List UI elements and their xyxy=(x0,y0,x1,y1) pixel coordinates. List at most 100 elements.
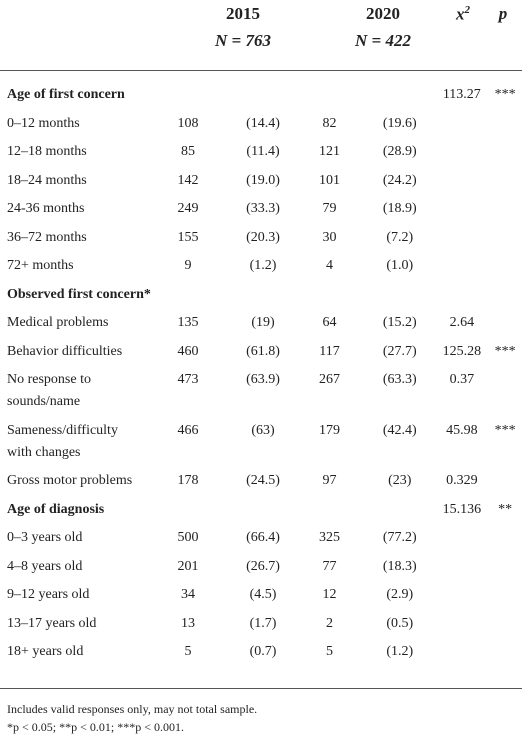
sample-size: N = 422 xyxy=(355,31,411,50)
rule xyxy=(0,688,522,689)
cell: 135 xyxy=(177,315,199,331)
row-label: 18+ years old xyxy=(7,644,84,660)
cell: (27.7) xyxy=(382,343,417,359)
p-value: ** xyxy=(498,501,513,517)
cell: 13 xyxy=(180,615,195,631)
cell: (19.0) xyxy=(246,172,280,188)
table-row: Age of first concern 113.27 *** xyxy=(0,81,522,110)
chi-base: x xyxy=(456,4,465,24)
cell: 473 xyxy=(177,372,199,388)
cell: 82 xyxy=(322,115,337,131)
cell: 30 xyxy=(322,229,337,245)
cell: (14.4) xyxy=(246,115,280,131)
cell: (0.7) xyxy=(249,644,277,660)
chi-sup: 2 xyxy=(464,4,471,16)
cell: 466 xyxy=(177,422,199,438)
row-label: Medical problems xyxy=(7,315,109,331)
cell: (63) xyxy=(251,422,275,438)
table-row: 0–12 months 108 (14.4) 82 (19.6) xyxy=(0,110,522,139)
row-label: 24-36 months xyxy=(7,201,85,217)
table-row: 72+ months 9 (1.2) 4 (1.0) xyxy=(0,252,522,281)
row-label: 4–8 years old xyxy=(7,558,83,574)
cell: (0.5) xyxy=(386,615,414,631)
cell: (20.3) xyxy=(246,229,280,245)
cell: (42.4) xyxy=(382,422,417,438)
cell: 460 xyxy=(177,343,199,359)
table-row: 4–8 years old 201 (26.7) 77 (18.3) xyxy=(0,553,522,582)
table-row: Age of diagnosis 15.136 ** xyxy=(0,496,522,525)
row-label: 0–12 months xyxy=(7,115,80,131)
cell: 12 xyxy=(322,587,337,603)
cell: 85 xyxy=(180,144,195,160)
table-row: Behavior difficulties 460 (61.8) 117 (27.7) 1… xyxy=(0,338,522,367)
cell: (66.4) xyxy=(246,530,280,546)
cell: (1.7) xyxy=(249,615,277,631)
cell: 325 xyxy=(318,530,340,546)
cell: 77 xyxy=(322,558,337,574)
table-body: Age of first concern 113.27 *** 0–12 months… xyxy=(0,81,522,667)
chi-square-header: x2 xyxy=(403,4,522,25)
cell: (2.9) xyxy=(386,587,414,603)
row-label: No response to sounds/name xyxy=(7,372,91,410)
cell: (77.2) xyxy=(382,530,417,546)
cell: 267 xyxy=(318,372,340,388)
cell: 2 xyxy=(325,615,333,631)
cell: 34 xyxy=(180,587,195,603)
footnote: Includes valid responses only, may not t… xyxy=(7,702,258,716)
p-value: *** xyxy=(494,343,516,359)
chi-square: 113.27 xyxy=(442,87,481,103)
table-row: 24-36 months 249 (33.3) 79 (18.9) xyxy=(0,195,522,224)
cell: (1.0) xyxy=(386,258,414,274)
table-row: 36–72 months 155 (20.3) 30 (7.2) xyxy=(0,224,522,253)
table-row: 0–3 years old 500 (66.4) 325 (77.2) xyxy=(0,524,522,553)
table-row: Observed first concern* xyxy=(0,281,522,310)
cell: (28.9) xyxy=(382,144,417,160)
table-row: 18–24 months 142 (19.0) 101 (24.2) xyxy=(0,167,522,196)
cell: (24.5) xyxy=(246,473,280,489)
chi-square: 2.64 xyxy=(449,315,475,331)
cell: (24.2) xyxy=(382,172,417,188)
cell: (26.7) xyxy=(246,558,280,574)
table-row: 9–12 years old 34 (4.5) 12 (2.9) xyxy=(0,581,522,610)
chi-square: 15.136 xyxy=(442,501,482,517)
table-row: Sameness/difficulty with changes 466 (63) 1… xyxy=(0,417,522,468)
table-row: Medical problems 135 (19) 64 (15.2) 2.64 xyxy=(0,309,522,338)
row-label: Behavior difficulties xyxy=(7,343,123,359)
chi-square: 0.329 xyxy=(446,473,478,489)
cell: (63.9) xyxy=(246,372,280,388)
cell: 101 xyxy=(318,172,340,188)
cell: (19) xyxy=(251,315,275,331)
row-label: 13–17 years old xyxy=(7,615,97,631)
cell: (61.8) xyxy=(246,343,280,359)
section-label: Observed first concern* xyxy=(7,286,151,302)
cell: 97 xyxy=(322,473,337,489)
cell: (1.2) xyxy=(386,644,414,660)
row-label: 72+ months xyxy=(7,258,74,274)
cell: (19.6) xyxy=(382,115,417,131)
cell: 249 xyxy=(177,201,199,217)
cell: 201 xyxy=(177,558,199,574)
column-header: 2020 xyxy=(366,4,400,23)
cell: 64 xyxy=(322,315,337,331)
cell: 155 xyxy=(177,229,199,245)
row-label: 12–18 months xyxy=(7,144,87,160)
cell: (1.2) xyxy=(249,258,277,274)
cell: 142 xyxy=(177,172,199,188)
cell: 117 xyxy=(319,343,340,359)
p-value: *** xyxy=(494,87,516,103)
cell: 179 xyxy=(318,422,340,438)
p-value: *** xyxy=(494,422,516,438)
section-label: Age of diagnosis xyxy=(7,501,105,517)
p-header: p xyxy=(498,4,508,23)
cell: 500 xyxy=(177,530,199,546)
table-row: 18+ years old 5 (0.7) 5 (1.2) xyxy=(0,638,522,667)
cell: 5 xyxy=(325,644,333,660)
cell: 79 xyxy=(322,201,337,217)
cell: (23) xyxy=(388,473,412,489)
rule xyxy=(0,70,522,71)
table-row: 12–18 months 85 (11.4) 121 (28.9) xyxy=(0,138,522,167)
row-label: 18–24 months xyxy=(7,172,87,188)
chi-square: 125.28 xyxy=(442,343,482,359)
cell: 9 xyxy=(184,258,192,274)
row-label: Sameness/difficulty with changes xyxy=(7,422,118,460)
